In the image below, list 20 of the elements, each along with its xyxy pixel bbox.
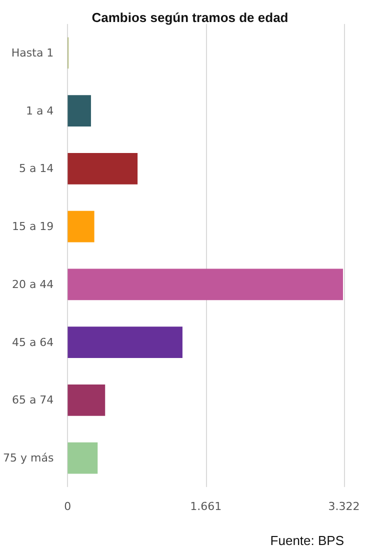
x-tick-label: 3.322 — [328, 500, 360, 513]
x-tick-label: 0 — [64, 500, 72, 513]
bar — [68, 210, 94, 242]
y-tick-label: 20 a 44 — [12, 278, 54, 291]
source-note: Fuente: BPS — [270, 533, 344, 548]
bar — [68, 153, 138, 184]
chart-title: Cambios según tramos de edad — [92, 10, 288, 25]
y-tick-label: 45 a 64 — [12, 336, 54, 349]
bar — [68, 442, 98, 474]
bar — [68, 95, 91, 126]
x-tick-label: 1.661 — [190, 500, 222, 513]
bar — [68, 384, 106, 416]
y-tick-label: Hasta 1 — [11, 46, 54, 60]
bar — [68, 326, 182, 358]
y-tick-label: 75 y más — [3, 452, 54, 465]
y-tick-label: 1 a 4 — [26, 104, 54, 118]
y-tick-label: 65 a 74 — [12, 394, 54, 407]
y-tick-label: 5 a 14 — [18, 162, 54, 176]
bar — [68, 268, 343, 300]
y-tick-label: 15 a 19 — [12, 220, 54, 234]
